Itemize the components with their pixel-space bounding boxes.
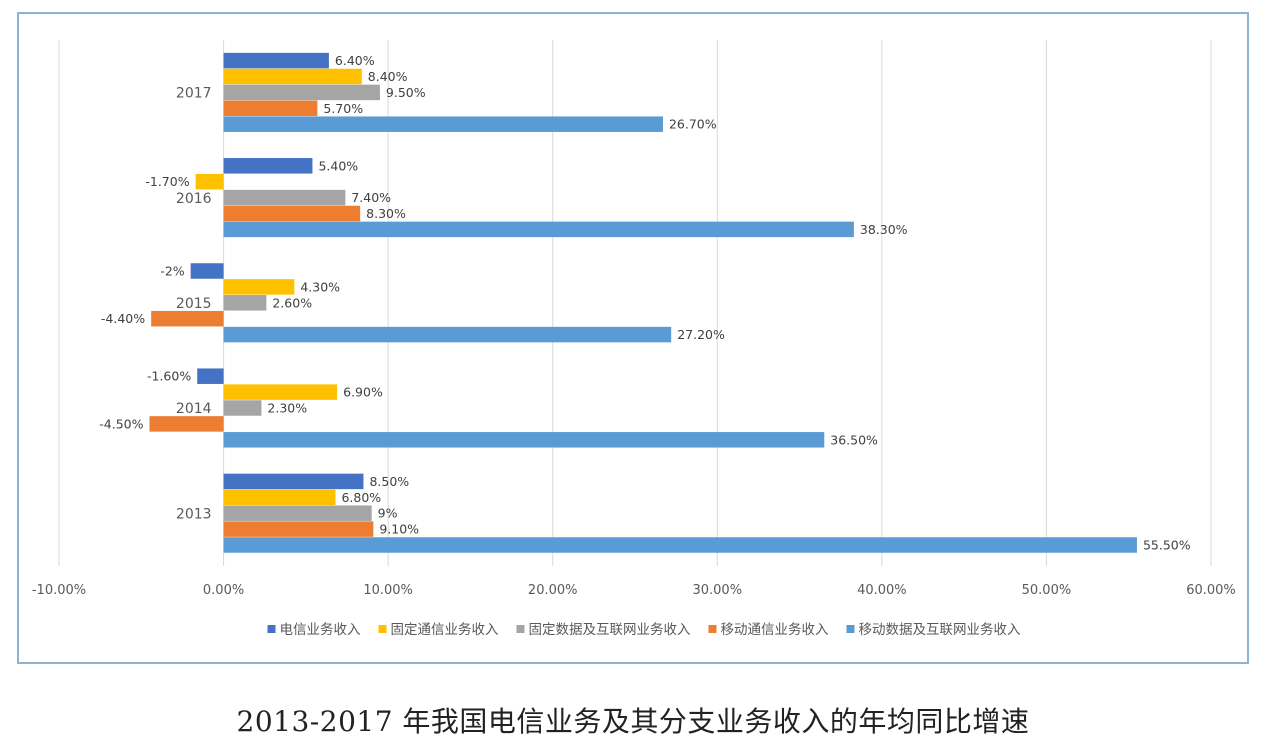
category-label: 2016: [176, 191, 212, 207]
bar: [223, 68, 362, 85]
legend-label: 固定数据及互联网业务收入: [529, 622, 691, 638]
category-label: 2013: [176, 506, 212, 522]
legend-swatch: [516, 625, 525, 633]
chart-caption: 2013-2017 年我国电信业务及其分支业务收入的年均同比增速: [236, 705, 1030, 738]
data-label: 9.10%: [379, 522, 419, 537]
legend-label: 移动数据及互联网业务收入: [859, 622, 1021, 638]
chart-frame: -10.00% 0.00% 10.00% 20.00% 30.00% 40.00% 50.0…: [17, 12, 1249, 664]
legend-swatch: [378, 625, 387, 633]
bar: [223, 489, 336, 506]
x-tick-label: 30.00%: [692, 583, 742, 598]
bar: [223, 432, 825, 448]
data-label: 6.90%: [343, 385, 383, 400]
bar: [223, 279, 295, 295]
data-label: 9.50%: [386, 85, 426, 100]
bar: [190, 263, 224, 279]
bar: [149, 416, 224, 432]
data-label: 7.40%: [351, 190, 391, 205]
data-label: 8.50%: [369, 474, 409, 489]
data-label: 55.50%: [1143, 538, 1191, 553]
bar: [223, 384, 338, 400]
bar: [197, 368, 224, 384]
data-label: 8.30%: [366, 206, 406, 221]
bar: [223, 537, 1137, 553]
bar: [195, 173, 224, 190]
legend-swatch: [708, 625, 717, 633]
data-label: 4.30%: [300, 279, 340, 294]
legend-swatch: [267, 625, 276, 633]
data-label: 27.20%: [677, 327, 725, 342]
data-label: 6.40%: [335, 53, 375, 68]
bar: [223, 505, 372, 521]
x-tick-label: 50.00%: [1022, 583, 1072, 598]
x-tick-label: 0.00%: [203, 583, 244, 598]
x-tick-label: -10.00%: [32, 583, 86, 598]
x-tick-label: 10.00%: [363, 583, 413, 598]
data-label: 36.50%: [830, 432, 878, 447]
category-label: 2014: [176, 401, 212, 417]
bar: [223, 326, 672, 343]
legend-swatch: [846, 625, 855, 633]
category-label: 2017: [176, 86, 212, 102]
data-label: 6.80%: [341, 490, 381, 505]
legend-label: 电信业务收入: [280, 622, 361, 638]
data-label: -1.60%: [147, 369, 191, 384]
bar: [223, 158, 313, 174]
data-label: -2%: [160, 264, 184, 279]
data-label: 2.30%: [267, 401, 307, 416]
bar: [223, 52, 329, 69]
bar: [223, 521, 374, 537]
bar: [151, 310, 224, 327]
data-label: 5.40%: [318, 158, 358, 173]
bar: [223, 116, 663, 132]
data-label: 2.60%: [272, 295, 312, 310]
bar: [223, 295, 267, 311]
bar: [223, 84, 380, 101]
bar: [223, 100, 318, 117]
bar: [223, 205, 361, 222]
bar: [223, 189, 346, 206]
data-label: -4.40%: [101, 311, 145, 326]
x-tick-label: 20.00%: [528, 583, 578, 598]
data-label: 38.30%: [860, 222, 908, 237]
x-tick-label: 60.00%: [1186, 583, 1236, 598]
bar: [223, 221, 854, 238]
x-tick-label: 40.00%: [857, 583, 907, 598]
legend-label: 固定通信业务收入: [391, 622, 499, 638]
category-label: 2015: [176, 296, 212, 312]
data-label: 5.70%: [323, 101, 363, 116]
bar: [223, 473, 364, 490]
data-label: 26.70%: [669, 117, 717, 132]
data-label: -4.50%: [99, 416, 143, 431]
legend-label: 移动通信业务收入: [721, 622, 829, 638]
bar-chart: -10.00% 0.00% 10.00% 20.00% 30.00% 40.00% 50.0…: [32, 40, 1236, 638]
data-label: 9%: [378, 506, 398, 521]
data-label: 8.40%: [368, 69, 408, 84]
data-label: -1.70%: [145, 174, 189, 189]
bar: [223, 400, 262, 416]
